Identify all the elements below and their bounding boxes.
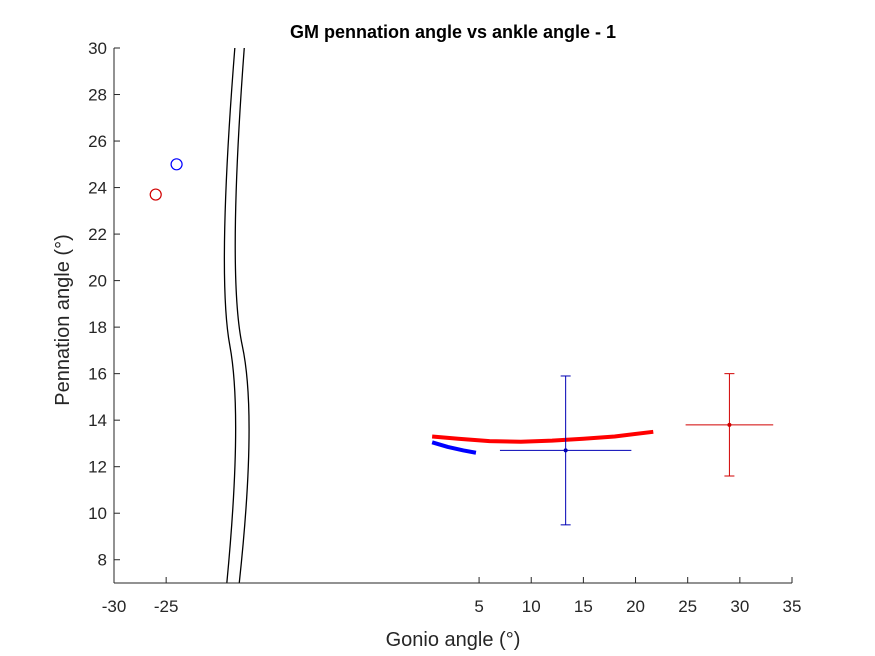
errorbar-2 [499, 375, 632, 526]
y-tick-label: 18 [88, 318, 107, 337]
x-tick-label: 10 [522, 597, 541, 616]
x-tick-label: 35 [783, 597, 802, 616]
y-tick-label: 12 [88, 458, 107, 477]
axis-break-right [234, 47, 250, 584]
y-tick-label: 20 [88, 272, 107, 291]
series-line-0 [431, 429, 654, 444]
axis-break [223, 47, 250, 584]
y-tick-label: 26 [88, 132, 107, 151]
marker-point-5 [170, 158, 183, 171]
x-axis-label: Gonio angle (°) [386, 629, 521, 651]
y-tick-label: 22 [88, 225, 107, 244]
series-line-1 [431, 440, 477, 455]
errorbar-center-point [727, 422, 732, 427]
y-tick-label: 10 [88, 504, 107, 523]
x-tick-label: 5 [474, 597, 483, 616]
y-tick-label: 14 [88, 411, 107, 430]
x-tick-label: 20 [626, 597, 645, 616]
y-axis-label: Pennation angle (°) [52, 234, 74, 405]
axis-break-left [223, 47, 237, 584]
chart-title: GM pennation angle vs ankle angle - 1 [290, 22, 616, 42]
plot-area [149, 158, 774, 526]
errorbar-center-point [563, 448, 568, 453]
y-tick-label: 24 [88, 179, 107, 198]
y-tick-label: 16 [88, 365, 107, 384]
axes [113, 48, 792, 584]
marker-point-4 [149, 188, 162, 201]
y-tick-label: 30 [88, 39, 107, 58]
x-tick-label: 30 [730, 597, 749, 616]
y-axis-ticks: 8 10 12 14 16 18 20 22 24 26 28 30 [88, 39, 120, 570]
y-tick-label: 28 [88, 86, 107, 105]
x-tick-label: -30 [102, 597, 127, 616]
errorbar-3 [685, 373, 774, 477]
x-tick-label: -25 [154, 597, 179, 616]
x-axis-ticks: -30 -25 5 10 15 20 25 30 35 [102, 577, 802, 616]
x-tick-label: 25 [678, 597, 697, 616]
y-tick-label: 8 [98, 551, 107, 570]
x-tick-label: 15 [574, 597, 593, 616]
